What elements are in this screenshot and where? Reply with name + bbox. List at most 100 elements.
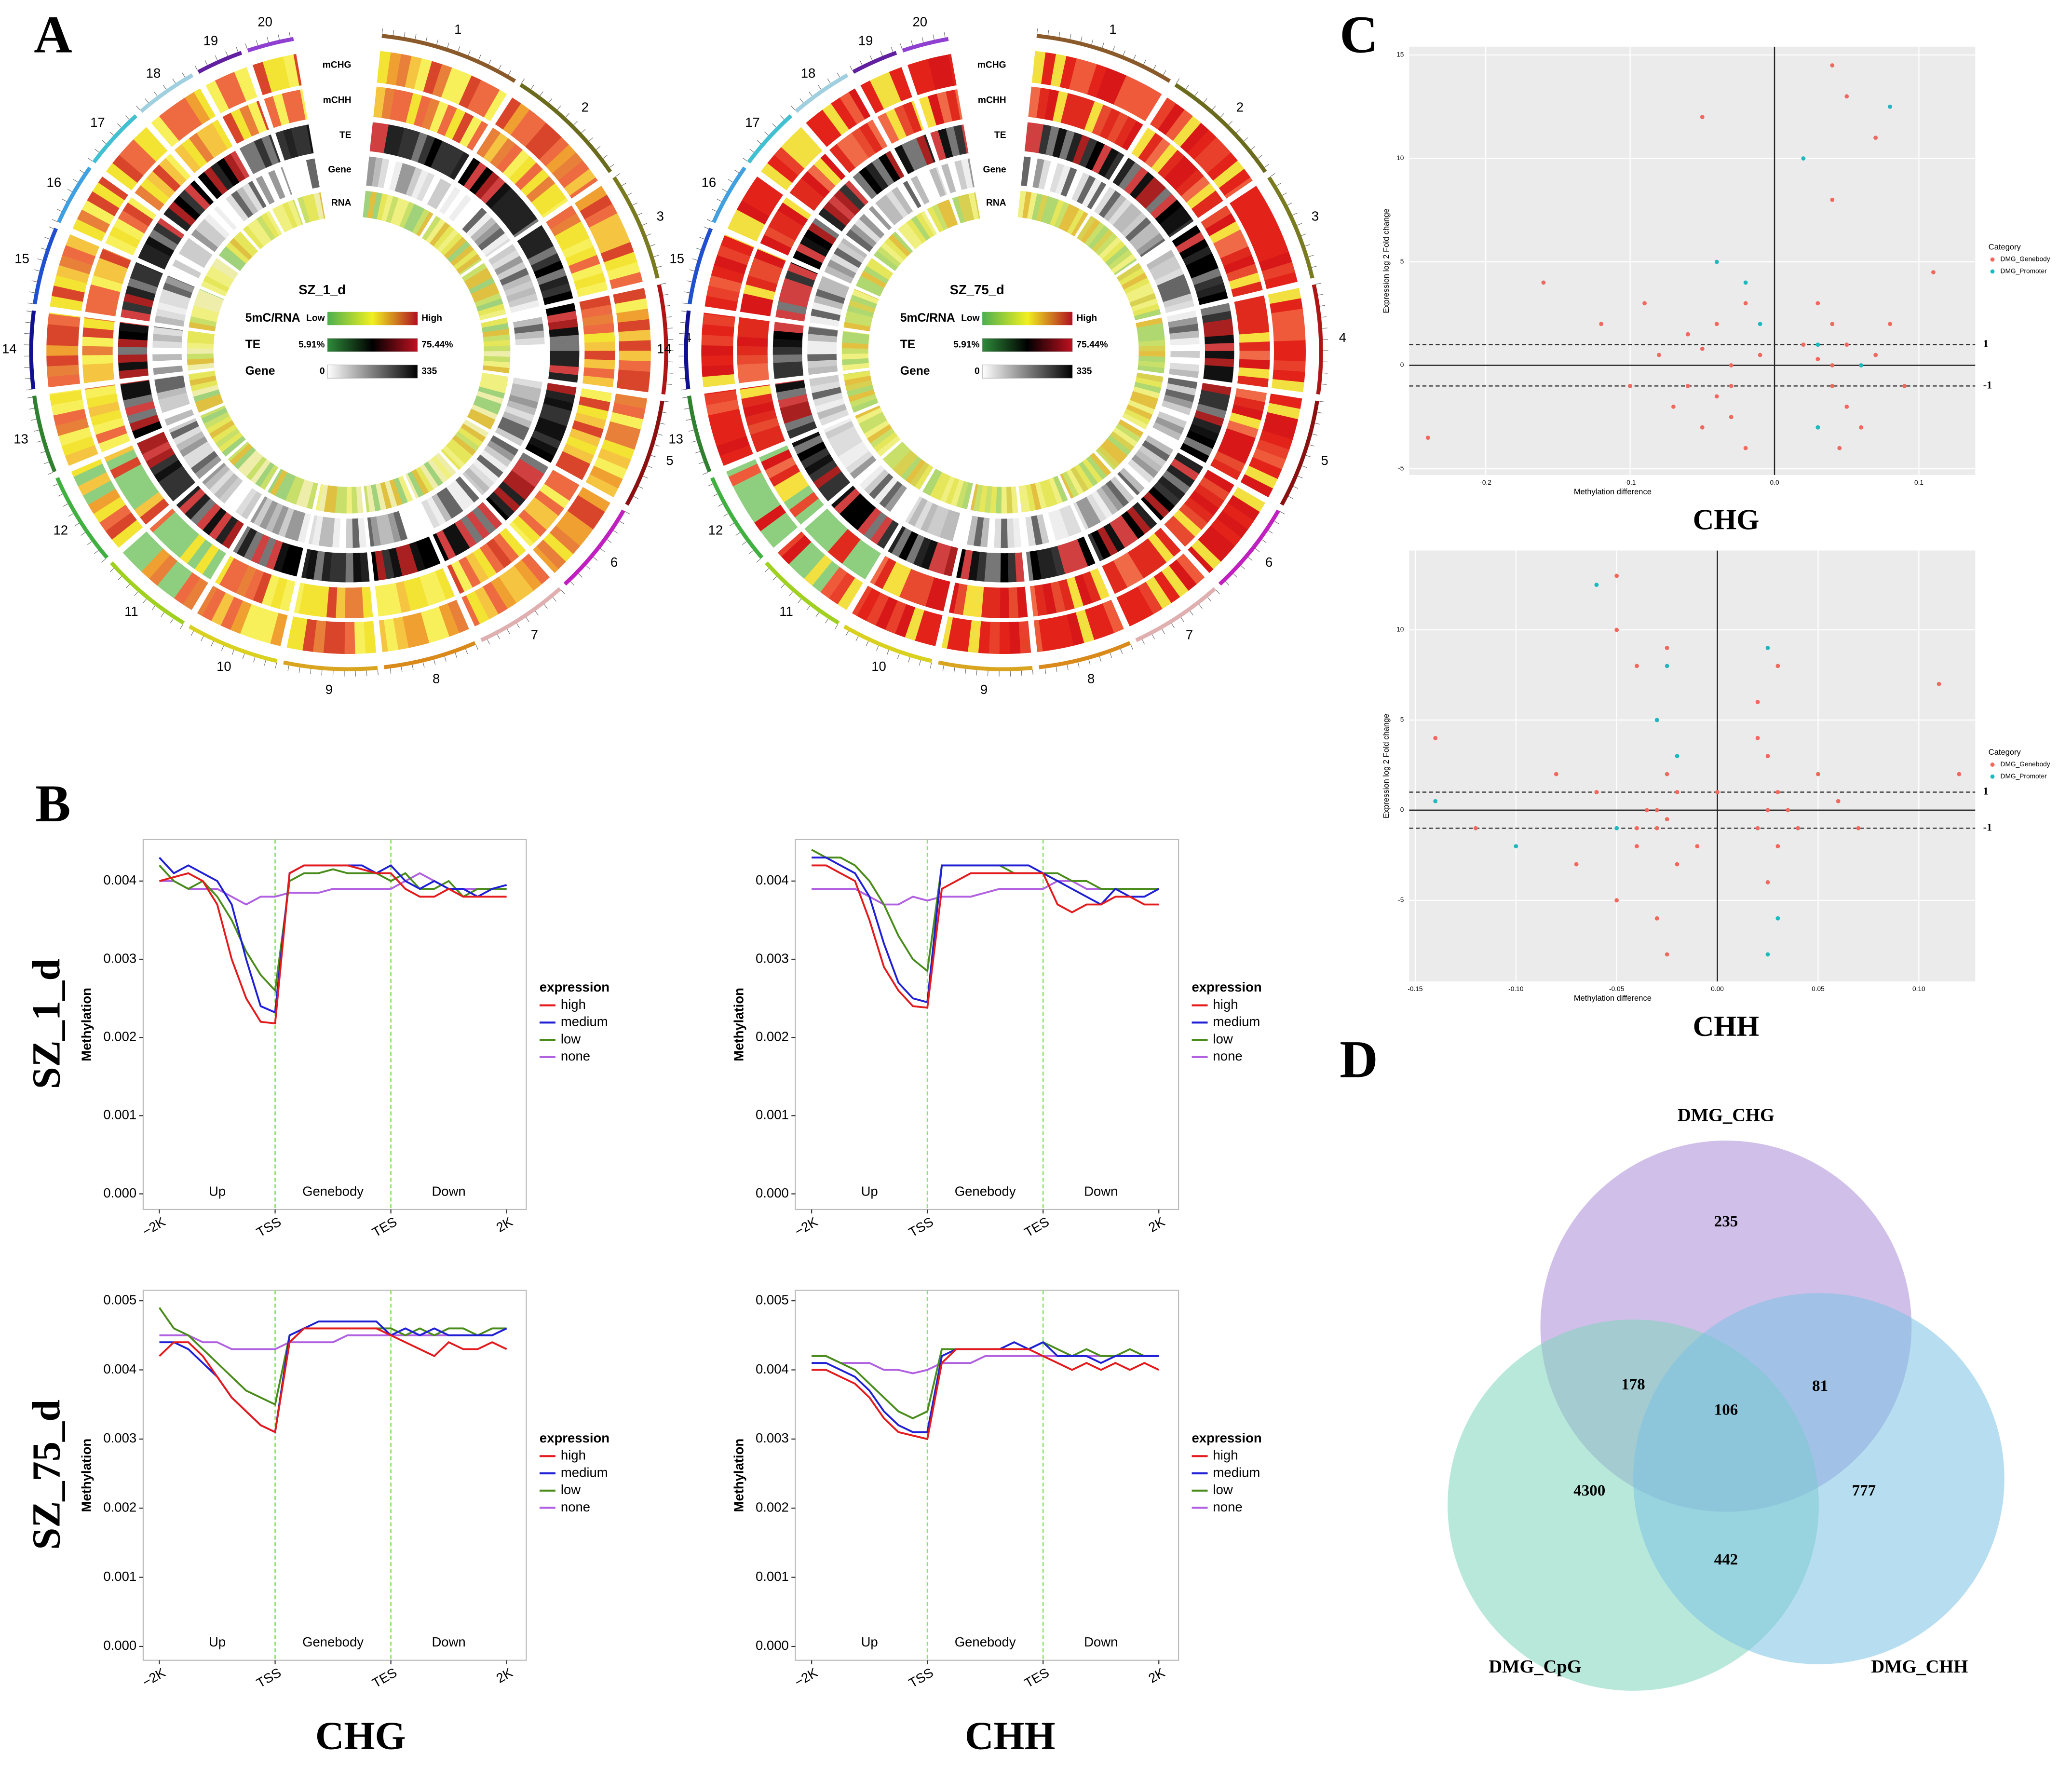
chromosome-band: [712, 166, 746, 223]
heat-cell: [850, 224, 877, 248]
heat-cell: [879, 71, 902, 105]
heat-cell: [810, 381, 840, 394]
heat-cell: [1021, 156, 1031, 187]
heat-cell: [1138, 334, 1165, 342]
point: [1796, 826, 1801, 830]
chromosome-tick: [401, 666, 403, 672]
heat-cell: [165, 276, 195, 293]
heat-cell: [379, 620, 388, 653]
chromosome-tick: [287, 665, 289, 671]
heat-cell: [381, 194, 393, 222]
heat-cell: [866, 592, 889, 626]
heat-cell: [890, 488, 912, 516]
y-tick-label: 0.004: [103, 872, 136, 887]
heat-cell: [545, 303, 576, 316]
heat-cell: [1135, 177, 1161, 204]
heat-cell: [1035, 482, 1047, 509]
point: [1614, 627, 1619, 632]
chromosome-tick: [756, 558, 761, 563]
heat-cell: [507, 470, 535, 494]
heat-cell: [941, 616, 953, 649]
chromosome-tick: [600, 548, 605, 552]
heat-cell: [884, 484, 907, 512]
heat-cell: [163, 471, 191, 495]
heat-cell: [190, 380, 218, 392]
heat-cell: [1092, 104, 1112, 136]
chromosome-tick: [633, 496, 638, 499]
heat-cell: [481, 317, 508, 328]
chromosome-band: [1218, 509, 1280, 586]
heat-cell: [185, 92, 211, 124]
heat-cell: [787, 421, 817, 439]
heat-cell: [86, 293, 119, 308]
heat-cell: [558, 160, 590, 189]
chromosome-tick: [67, 189, 72, 192]
region-label: Down: [432, 1183, 465, 1198]
heat-cell: [760, 512, 792, 540]
heat-cell: [432, 64, 452, 98]
heat-cell: [740, 302, 772, 316]
heat-cell: [1013, 518, 1022, 548]
heat-cell: [809, 315, 840, 327]
heat-cell: [254, 138, 273, 168]
chromosome-tick: [772, 576, 777, 581]
heat-cell: [1220, 246, 1252, 267]
chromosome-label: 2: [582, 99, 589, 114]
heat-cell: [604, 252, 637, 272]
heat-cell: [420, 610, 440, 643]
legend-low: 5.91%: [298, 340, 325, 350]
chromosome-tick: [125, 115, 130, 120]
legend-label: high: [1213, 997, 1238, 1012]
legend-label: none: [561, 1499, 590, 1514]
heat-cell: [441, 449, 461, 470]
heat-cell: [789, 491, 819, 517]
heat-cell: [1134, 543, 1159, 574]
x-tick-label: TES: [1022, 1665, 1052, 1691]
heat-cell: [1048, 511, 1063, 541]
heat-cell: [1104, 151, 1124, 180]
heat-cell: [429, 606, 450, 640]
heat-cell: [1095, 233, 1118, 256]
chromosome-tick: [1261, 539, 1267, 543]
heat-cell: [332, 518, 341, 548]
heat-cell: [231, 190, 254, 218]
chromosome-tick: [548, 98, 553, 103]
heat-cell: [155, 381, 186, 394]
heat-cell: [1245, 465, 1278, 489]
heat-cell: [511, 464, 540, 488]
heat-cell: [445, 108, 466, 140]
heat-cell: [293, 162, 307, 192]
heat-cell: [843, 322, 871, 332]
heat-cell: [447, 241, 471, 263]
heat-cell: [1138, 360, 1165, 368]
chromosome-tick: [172, 78, 176, 83]
chromosome-label: 19: [858, 33, 873, 48]
heat-cell: [597, 232, 631, 254]
heat-cell: [214, 473, 239, 499]
heat-cell: [1176, 553, 1205, 585]
heat-cell: [1209, 221, 1241, 244]
point: [1635, 664, 1639, 668]
heat-cell: [1071, 211, 1088, 237]
heat-cell: [252, 218, 272, 244]
heat-cell: [1057, 614, 1074, 648]
heat-cell: [1015, 552, 1025, 582]
chromosome-band: [92, 114, 138, 164]
heat-cell: [1038, 124, 1052, 155]
legend-gradient: [327, 365, 418, 379]
chromosome-tick: [1236, 129, 1241, 133]
heat-cell: [990, 587, 1001, 618]
chromosome-label: 8: [433, 671, 440, 686]
heat-cell: [1256, 439, 1290, 460]
heat-cell: [864, 469, 889, 495]
heat-cell: [1130, 84, 1155, 118]
heat-cell: [618, 360, 651, 372]
heat-cell: [1131, 298, 1158, 312]
chromosome-tick: [570, 581, 575, 586]
heat-cell: [1069, 58, 1087, 92]
chromosome-band: [519, 83, 612, 173]
point: [1743, 280, 1748, 285]
heat-cell: [398, 509, 414, 539]
heat-cell: [1191, 268, 1221, 286]
heat-cell: [1272, 319, 1305, 332]
